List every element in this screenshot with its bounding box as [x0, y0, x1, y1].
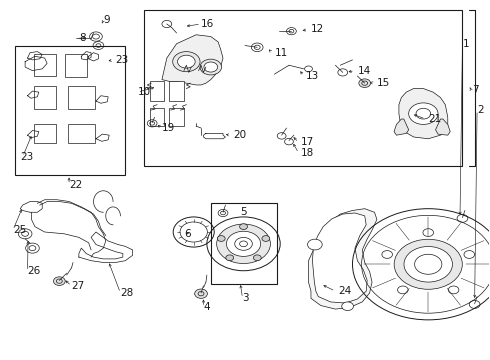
Polygon shape [309, 209, 377, 309]
Text: 14: 14 [357, 66, 370, 76]
Text: 18: 18 [301, 148, 315, 158]
Text: 22: 22 [69, 180, 82, 190]
Text: 5: 5 [240, 207, 247, 217]
Text: 6: 6 [184, 229, 191, 239]
Text: 2: 2 [477, 105, 484, 115]
Polygon shape [34, 123, 56, 143]
Circle shape [226, 231, 261, 256]
Text: 13: 13 [306, 71, 319, 81]
Polygon shape [66, 54, 87, 77]
Text: 8: 8 [79, 33, 85, 43]
Text: 3: 3 [243, 293, 249, 303]
Text: 24: 24 [338, 286, 351, 296]
Polygon shape [394, 119, 409, 135]
Polygon shape [169, 81, 184, 101]
Text: 4: 4 [203, 302, 210, 312]
Polygon shape [169, 108, 184, 126]
Text: 15: 15 [377, 78, 390, 88]
Circle shape [240, 224, 247, 229]
Text: 23: 23 [116, 55, 129, 65]
Circle shape [204, 62, 218, 72]
Text: 28: 28 [121, 288, 134, 298]
Text: 27: 27 [72, 281, 85, 291]
Polygon shape [150, 81, 164, 101]
Text: 19: 19 [162, 123, 175, 133]
Circle shape [404, 247, 452, 282]
Circle shape [342, 302, 353, 311]
Text: 16: 16 [201, 19, 214, 29]
Polygon shape [34, 54, 56, 76]
Polygon shape [313, 213, 367, 303]
Text: 25: 25 [13, 225, 26, 235]
Circle shape [177, 55, 195, 68]
Polygon shape [68, 123, 95, 143]
Circle shape [409, 103, 438, 125]
Text: 12: 12 [311, 24, 324, 35]
Circle shape [226, 255, 234, 261]
Text: 20: 20 [233, 130, 246, 140]
Polygon shape [436, 119, 450, 135]
Text: 17: 17 [301, 138, 315, 147]
Text: 10: 10 [138, 87, 150, 97]
Text: 23: 23 [20, 152, 33, 162]
Polygon shape [150, 108, 164, 126]
Text: 26: 26 [27, 266, 41, 276]
Circle shape [53, 277, 65, 285]
Polygon shape [399, 89, 448, 139]
Text: 1: 1 [463, 39, 469, 49]
Circle shape [394, 239, 462, 289]
Circle shape [218, 236, 225, 242]
Text: 21: 21 [428, 114, 441, 124]
Circle shape [172, 51, 200, 72]
Circle shape [195, 289, 207, 298]
Circle shape [359, 79, 370, 87]
Polygon shape [162, 35, 223, 85]
Circle shape [308, 239, 322, 250]
Circle shape [253, 255, 261, 261]
Text: 11: 11 [274, 48, 288, 58]
Polygon shape [68, 86, 95, 109]
Text: 7: 7 [472, 85, 479, 95]
Circle shape [200, 59, 221, 75]
Polygon shape [34, 86, 56, 109]
Text: 9: 9 [103, 15, 110, 26]
Circle shape [262, 236, 270, 242]
Circle shape [217, 224, 270, 264]
